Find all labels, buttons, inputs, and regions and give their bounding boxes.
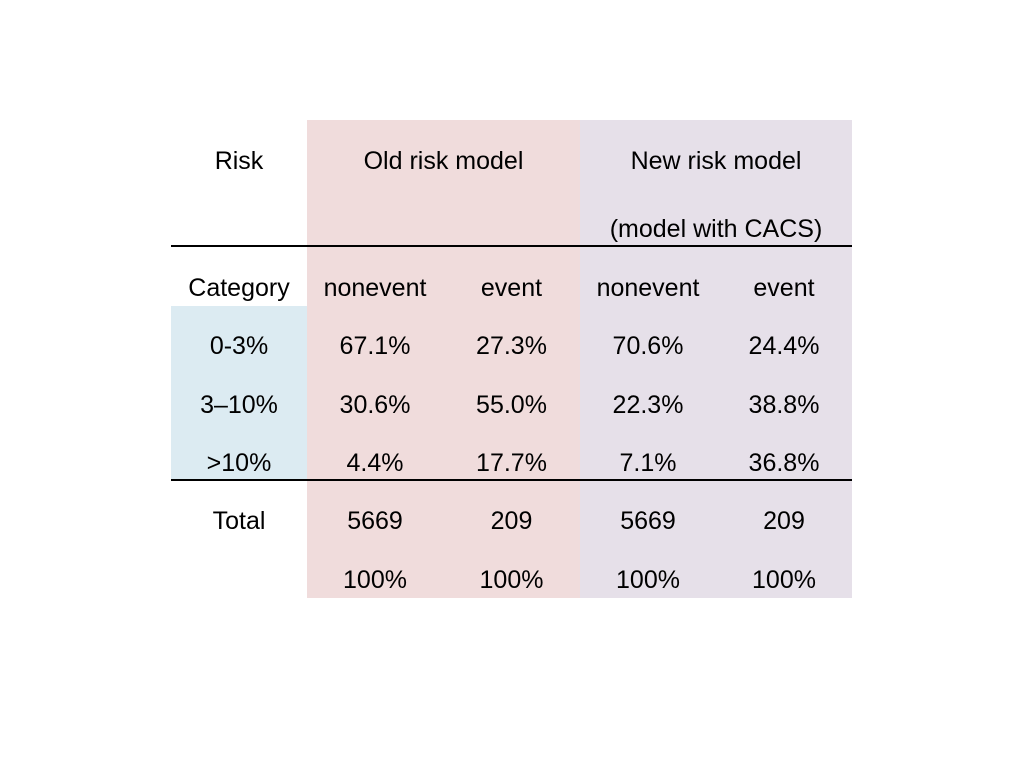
old-model-column-shading — [307, 120, 580, 598]
row-1-old-event: 55.0% — [476, 391, 547, 419]
new-model-header: New risk model — [630, 147, 802, 175]
total-new-event-count: 209 — [763, 507, 805, 535]
new-nonevent-header: nonevent — [596, 274, 700, 302]
total-new-nonevent-count: 5669 — [620, 507, 676, 535]
row-2-new-nonevent: 7.1% — [619, 449, 677, 477]
row-1-new-event: 38.8% — [748, 391, 820, 419]
new-model-column-shading — [580, 120, 852, 598]
row-2-old-event: 17.7% — [476, 449, 547, 477]
row-1-old-nonevent: 30.6% — [339, 391, 411, 419]
header-rule — [171, 245, 852, 247]
row-0-new-event: 24.4% — [748, 332, 820, 360]
old-model-header: Old risk model — [363, 147, 524, 175]
row-0-category: 0-3% — [209, 332, 269, 360]
old-event-header: event — [480, 274, 543, 302]
total-old-nonevent-count: 5669 — [347, 507, 403, 535]
old-nonevent-header: nonevent — [323, 274, 427, 302]
row-0-old-event: 27.3% — [476, 332, 547, 360]
new-event-header: event — [753, 274, 815, 302]
total-old-nonevent-percent: 100% — [343, 566, 407, 594]
total-old-event-percent: 100% — [479, 566, 544, 594]
row-2-new-event: 36.8% — [748, 449, 820, 477]
total-old-event-count: 209 — [490, 507, 533, 535]
total-new-nonevent-percent: 100% — [616, 566, 680, 594]
row-1-new-nonevent: 22.3% — [612, 391, 684, 419]
risk-header: Risk — [214, 147, 264, 175]
row-1-category: 3–10% — [200, 391, 278, 419]
new-model-subheader: (model with CACS) — [609, 215, 823, 243]
total-new-event-percent: 100% — [752, 566, 816, 594]
total-label: Total — [212, 507, 266, 535]
row-2-category: >10% — [206, 449, 272, 477]
row-0-old-nonevent: 67.1% — [339, 332, 411, 360]
risk-category-shading — [171, 306, 307, 480]
row-2-old-nonevent: 4.4% — [346, 449, 404, 477]
total-rule — [171, 479, 852, 481]
row-0-new-nonevent: 70.6% — [612, 332, 684, 360]
category-header: Category — [188, 274, 290, 302]
